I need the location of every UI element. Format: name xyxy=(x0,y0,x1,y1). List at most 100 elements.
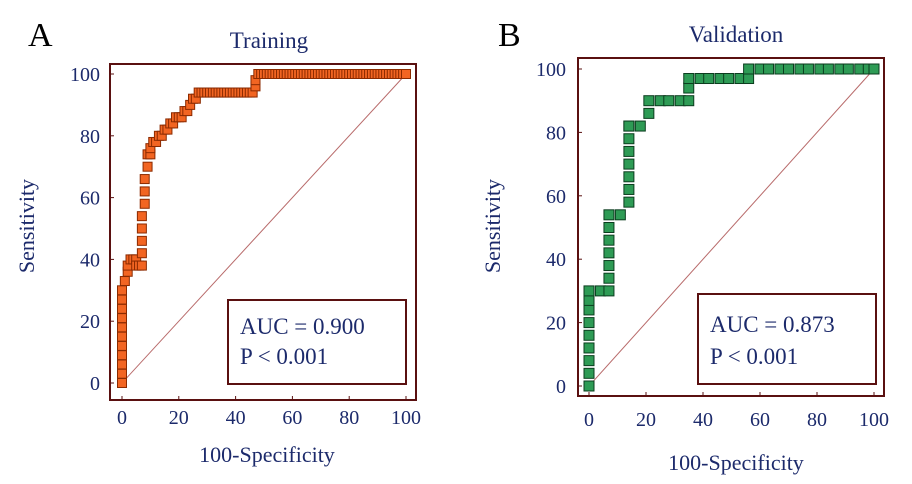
panel-a-roc-point xyxy=(136,260,147,271)
panel-a-annotation-box: AUC = 0.900 P < 0.001 xyxy=(227,299,407,385)
panel-b-roc-point xyxy=(683,95,695,107)
panel-a-y-tick-label: 60 xyxy=(80,188,100,210)
panel-a-roc-point xyxy=(139,198,150,209)
panel-b-roc-point xyxy=(583,304,595,316)
panel-b-roc-point xyxy=(623,196,635,208)
panel-b-x-tick-label: 80 xyxy=(807,409,827,431)
panel-b-reference-line xyxy=(588,68,875,387)
panel-a-roc-point xyxy=(117,285,127,296)
panel-b-roc-point xyxy=(623,133,635,145)
panel-b-y-tick-label: 0 xyxy=(556,376,566,398)
panel-b-roc-point xyxy=(583,317,595,329)
panel-a-roc-point xyxy=(117,359,127,370)
panel-a-y-tick-label: 100 xyxy=(70,64,100,86)
panel-a-roc-point xyxy=(117,378,127,388)
panel-b-roc-point xyxy=(743,63,755,75)
panel-b-annotation-box: AUC = 0.873 P < 0.001 xyxy=(697,293,877,385)
panel-b-y-ticks: 0 20 40 60 80 100 xyxy=(536,59,582,398)
panel-b-roc-point xyxy=(623,171,635,183)
panel-a-reference-line xyxy=(121,73,407,384)
panel-a-x-label: 100-Specificity xyxy=(199,442,335,467)
panel-b-roc-point xyxy=(643,107,655,119)
panel-a-roc-point xyxy=(117,340,127,351)
panel-a-roc-point xyxy=(139,174,150,185)
panel-b-x-tick-label: 40 xyxy=(693,409,713,431)
panel-a-roc-point xyxy=(136,235,147,246)
panel-b-y-tick-label: 80 xyxy=(546,122,566,144)
panel-b-y-tick-label: 40 xyxy=(546,249,566,271)
panel-b-roc-point xyxy=(683,82,695,94)
panel-a-roc-point xyxy=(117,368,127,379)
panel-a-x-tick-label: 100 xyxy=(391,407,421,429)
panel-b-x-ticks: 0 20 40 60 80 100 xyxy=(584,392,889,431)
panel-b-x-tick-label: 60 xyxy=(750,409,770,431)
panel-a-x-tick-label: 80 xyxy=(339,407,359,429)
panel-b-roc-point xyxy=(583,355,595,367)
panel-a-x-tick-label: 40 xyxy=(226,407,246,429)
panel-b-roc-point xyxy=(763,63,775,75)
panel-a-y-tick-label: 80 xyxy=(80,126,100,148)
panel-a-y-label: Sensitivity xyxy=(14,179,39,273)
panel-b-roc-markers xyxy=(583,63,880,392)
panel-a-x-ticks: 0 20 40 60 80 100 xyxy=(117,396,421,429)
panel-b-roc-point xyxy=(614,209,626,221)
panel-b-roc-point xyxy=(603,247,615,259)
panel-a-y-tick-label: 20 xyxy=(80,311,100,333)
panel-a-y-ticks: 0 20 40 60 80 100 xyxy=(70,64,114,395)
panel-a-title: Training xyxy=(230,28,309,53)
panel-b-roc-point xyxy=(634,120,646,132)
panel-b-roc-point xyxy=(603,285,615,297)
panel-b-roc-point xyxy=(643,95,655,107)
panel-b-roc-point xyxy=(583,367,595,379)
panel-b-x-tick-label: 100 xyxy=(859,409,889,431)
panel-b-roc-point xyxy=(623,120,635,132)
panel-b-y-tick-label: 100 xyxy=(536,59,566,81)
panel-b-roc-point xyxy=(842,63,854,75)
panel-b-roc-point xyxy=(603,222,615,233)
panel-a-roc-point xyxy=(136,248,147,259)
panel-a-pvalue: P < 0.001 xyxy=(240,344,328,369)
panel-a-roc-point xyxy=(117,350,127,361)
panel-b-roc-point xyxy=(603,209,615,221)
panel-a-roc-point xyxy=(142,161,153,172)
panel-a-roc-point xyxy=(139,186,150,197)
panel-a-roc-point xyxy=(136,211,147,222)
panel-a-x-tick-label: 20 xyxy=(169,407,189,429)
panel-b-roc-point xyxy=(603,260,615,272)
panel-b-roc-point xyxy=(802,63,814,75)
panel-a-roc-point xyxy=(117,313,127,324)
panel-a-y-tick-label: 40 xyxy=(80,249,100,271)
panel-a-roc-point xyxy=(117,322,127,333)
panel-b-x-label: 100-Specificity xyxy=(668,450,804,475)
panel-b-roc-point xyxy=(822,63,834,75)
panel-b-roc-point xyxy=(583,342,595,354)
panel-a-roc-point xyxy=(117,303,127,314)
panel-a-auc: AUC = 0.900 xyxy=(240,314,365,339)
panel-b-roc-point xyxy=(603,272,615,284)
panel-b-roc-point xyxy=(583,294,595,306)
panel-b-roc-point xyxy=(583,329,595,341)
panel-b: B Validation 0 20 40 60 80 100 0 20 40 60 80 100 A… xyxy=(480,17,889,475)
panel-a-x-tick-label: 0 xyxy=(117,407,127,429)
panel-b-annotation-frame xyxy=(697,293,877,385)
panel-a: A Training 0 20 40 60 80 100 0 20 40 60 80 100 AUC… xyxy=(14,17,421,467)
panel-a-roc-markers xyxy=(117,69,411,388)
panel-b-y-tick-label: 60 xyxy=(546,186,566,208)
panel-b-roc-point xyxy=(723,73,735,85)
panel-b-roc-point xyxy=(663,95,675,107)
panel-b-roc-point xyxy=(743,73,755,85)
panel-a-roc-point xyxy=(136,223,147,234)
panel-a-roc-point xyxy=(117,294,127,305)
panel-a-roc-point xyxy=(117,331,127,342)
panel-a-roc-point xyxy=(401,69,411,79)
panel-a-x-tick-label: 60 xyxy=(282,407,302,429)
panel-b-roc-point xyxy=(868,63,880,75)
panel-b-roc-point xyxy=(783,63,794,75)
panel-b-title: Validation xyxy=(689,22,784,47)
panel-b-roc-point xyxy=(623,145,635,157)
panel-b-x-tick-label: 20 xyxy=(636,409,656,431)
panel-b-roc-point xyxy=(583,285,595,297)
panel-a-roc-point xyxy=(119,276,130,287)
panel-a-letter: A xyxy=(28,17,53,54)
